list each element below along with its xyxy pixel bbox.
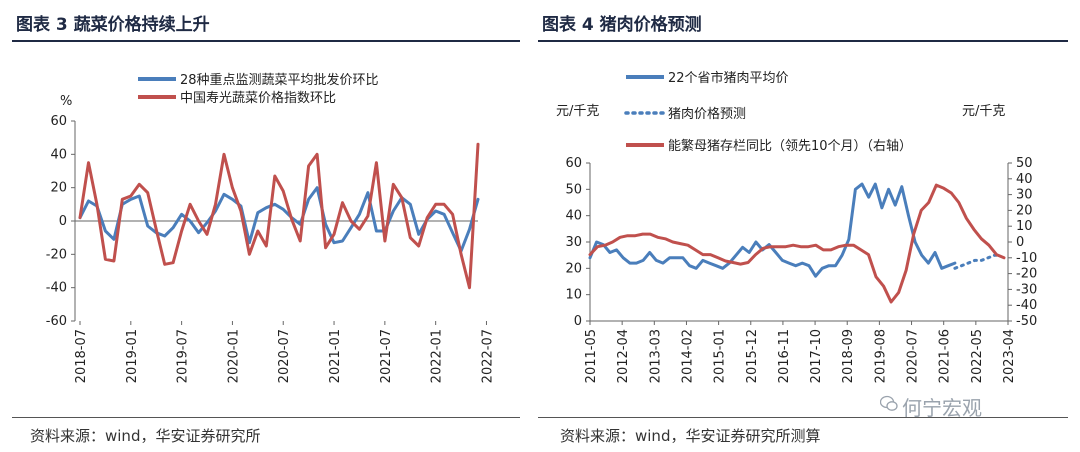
- y-tick-label: 40: [50, 147, 67, 162]
- y-axis-unit: %: [60, 94, 72, 109]
- right-y-tick-label: -40: [1016, 298, 1037, 313]
- y-tick-label: -60: [46, 314, 67, 329]
- x-tick-label: 2015-12: [745, 329, 760, 383]
- x-tick-label: 2011-05: [584, 329, 599, 383]
- left-y-tick-label: 50: [565, 182, 582, 197]
- x-tick-label: 2021-07: [379, 329, 394, 383]
- right-y-tick-label: 30: [1016, 188, 1033, 203]
- left-y-tick-label: 20: [565, 261, 582, 276]
- x-tick-label: 2022-01: [430, 329, 445, 383]
- x-tick-label: 2019-07: [176, 329, 191, 383]
- right-title-rule: [538, 40, 1068, 42]
- series-line-forecast: [953, 253, 1003, 270]
- x-tick-label: 2019-01: [125, 329, 140, 383]
- left-chart-title: 图表 3 蔬菜价格持续上升: [16, 15, 210, 35]
- y-tick-label: 20: [50, 181, 67, 196]
- series-line-2: [78, 142, 480, 290]
- x-tick-label: 2012-04: [616, 329, 631, 383]
- y-tick-label: -40: [46, 281, 67, 296]
- y-tick-label: -20: [46, 247, 67, 262]
- x-tick-label: 2018-07: [74, 329, 89, 383]
- x-tick-label: 2023-04: [1002, 329, 1017, 383]
- right-y-tick-label: -30: [1016, 282, 1037, 297]
- legend-label-3: 能繁母猪存栏同比（领先10个月）（右轴）: [668, 138, 912, 154]
- x-tick-label: 2013-03: [648, 329, 663, 383]
- y-tick-label: 60: [50, 114, 67, 129]
- legend-label-2: 猪肉价格预测: [668, 106, 746, 122]
- series-line-sow-inventory: [588, 183, 1006, 304]
- left-footer-rule: [12, 417, 520, 418]
- right-axis-unit: 元/千克: [962, 104, 1005, 119]
- left-source-note: 资料来源：wind，华安证券研究所: [30, 427, 261, 445]
- right-source-note: 资料来源：wind，华安证券研究所测算: [560, 427, 821, 445]
- right-y-tick-label: 0: [1016, 235, 1024, 250]
- series-line-pork-price: [588, 182, 957, 278]
- watermark-text: 何宁宏观: [902, 396, 982, 420]
- x-tick-label: 2019-08: [873, 329, 888, 383]
- left-title-rule: [12, 40, 520, 42]
- left-y-tick-label: 40: [565, 209, 582, 224]
- series-line-1: [78, 186, 480, 253]
- right-footer-rule: [538, 417, 1068, 418]
- x-tick-label: 2016-11: [777, 329, 792, 383]
- left-y-tick-label: 0: [574, 314, 582, 329]
- left-axis-unit: 元/千克: [556, 104, 599, 119]
- right-chart-title: 图表 4 猪肉价格预测: [542, 15, 702, 35]
- right-y-tick-label: -20: [1016, 267, 1037, 282]
- right-y-tick-label: 40: [1016, 172, 1033, 187]
- x-tick-label: 2020-01: [226, 329, 241, 383]
- x-tick-label: 2021-01: [328, 329, 343, 383]
- right-y-tick-label: 50: [1016, 156, 1033, 171]
- x-tick-label: 2015-01: [713, 329, 728, 383]
- wechat-icon: [880, 395, 898, 411]
- legend-label-1: 28种重点监测蔬菜平均批发价环比: [180, 72, 379, 88]
- x-tick-label: 2022-05: [970, 329, 985, 383]
- legend-label-1: 22个省市猪肉平均价: [668, 70, 789, 86]
- right-y-tick-label: 20: [1016, 203, 1033, 218]
- left-y-tick-label: 60: [565, 156, 582, 171]
- x-tick-label: 2020-07: [906, 329, 921, 383]
- x-tick-label: 2017-10: [809, 329, 824, 383]
- right-y-tick-label: -10: [1016, 251, 1037, 266]
- right-y-tick-label: -50: [1016, 314, 1037, 329]
- x-tick-label: 2014-02: [681, 329, 696, 383]
- left-y-tick-label: 10: [565, 288, 582, 303]
- legend-label-2: 中国寿光蔬菜价格指数环比: [180, 90, 336, 106]
- right-y-tick-label: 10: [1016, 219, 1033, 234]
- x-tick-label: 2022-07: [481, 329, 496, 383]
- x-tick-label: 2021-06: [938, 329, 953, 383]
- x-tick-label: 2018-09: [841, 329, 856, 383]
- x-tick-label: 2020-07: [277, 329, 292, 383]
- left-y-tick-label: 30: [565, 235, 582, 250]
- y-tick-label: 0: [59, 214, 67, 229]
